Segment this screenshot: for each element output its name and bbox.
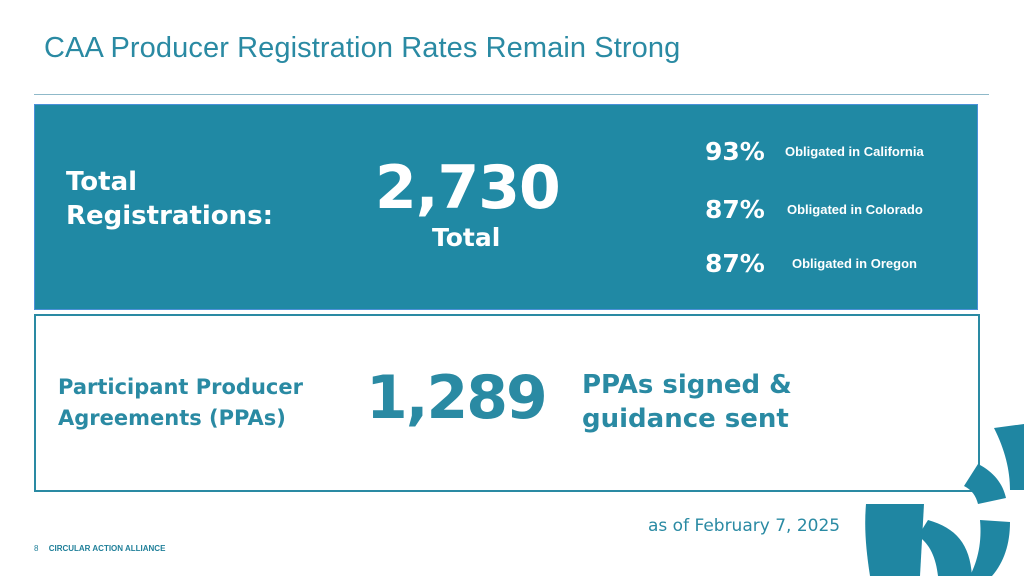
state-label: Obligated in Oregon — [792, 256, 917, 271]
ppa-description-line1: PPAs signed & — [582, 370, 792, 400]
registrations-total-unit: Total — [432, 223, 501, 252]
registrations-panel: Total Registrations: 2,730 Total 93% Obl… — [34, 104, 978, 310]
ppa-label-line2: Agreements (PPAs) — [58, 406, 286, 430]
ppa-description: PPAs signed & guidance sent — [582, 368, 792, 436]
ppa-description-line2: guidance sent — [582, 404, 789, 434]
as-of-date: as of February 7, 2025 — [648, 516, 841, 536]
title-divider — [34, 94, 989, 95]
ppa-count-number: 1,289 — [366, 363, 548, 433]
footer-brand: CIRCULAR ACTION ALLIANCE — [48, 544, 166, 553]
registrations-total-number: 2,730 — [375, 153, 561, 223]
registrations-label-line2: Registrations: — [66, 201, 274, 231]
slide-title: CAA Producer Registration Rates Remain S… — [44, 32, 681, 64]
state-percent: 87% — [705, 195, 765, 224]
page-number: 8 — [34, 544, 39, 553]
brand-logo-mark-icon — [865, 424, 1024, 576]
ppa-panel: Participant Producer Agreements (PPAs) 1… — [34, 314, 980, 492]
ppa-label: Participant Producer Agreements (PPAs) — [58, 372, 303, 434]
registrations-label: Total Registrations: — [66, 165, 273, 233]
state-label: Obligated in Colorado — [787, 202, 923, 217]
state-percent: 93% — [705, 137, 765, 166]
ppa-label-line1: Participant Producer — [58, 375, 303, 399]
state-percent: 87% — [705, 249, 765, 278]
slide-footer: 8 CIRCULAR ACTION ALLIANCE — [34, 544, 165, 553]
state-label: Obligated in California — [785, 144, 924, 159]
registrations-label-line1: Total — [66, 167, 138, 197]
